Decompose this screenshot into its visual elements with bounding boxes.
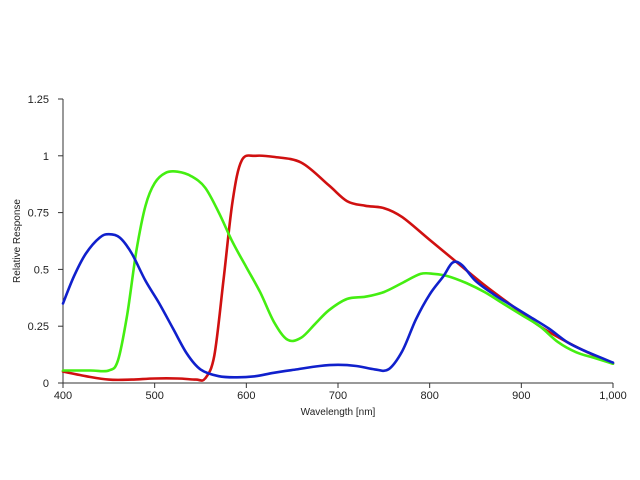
series-group <box>61 154 615 382</box>
y-tick-label: 0.5 <box>34 264 49 276</box>
y-tick-label: 0.25 <box>28 321 49 333</box>
x-tick-label: 500 <box>145 390 163 402</box>
x-tick-label: 900 <box>512 390 530 402</box>
x-tick-label: 800 <box>420 390 438 402</box>
x-ticks: 400 500 600 700 800 900 1,000 <box>54 383 627 402</box>
blue-response-line <box>61 232 615 379</box>
green-response-line <box>61 169 615 373</box>
x-tick-label: 700 <box>329 390 347 402</box>
y-ticks: 0 0.25 0.5 0.75 1 1.25 <box>28 94 63 390</box>
y-tick-label: 0 <box>43 378 49 390</box>
x-tick-label: 1,000 <box>599 390 627 402</box>
y-axis-title: Relative Response <box>12 199 23 283</box>
y-tick-label: 1 <box>43 151 49 163</box>
red-response-line <box>61 154 615 382</box>
x-tick-label: 400 <box>54 390 72 402</box>
x-tick-label: 600 <box>237 390 255 402</box>
y-tick-label: 1.25 <box>28 94 49 106</box>
x-axis-title: Wavelength [nm] <box>301 407 376 418</box>
y-tick-label: 0.75 <box>28 208 49 220</box>
axes <box>62 99 613 384</box>
